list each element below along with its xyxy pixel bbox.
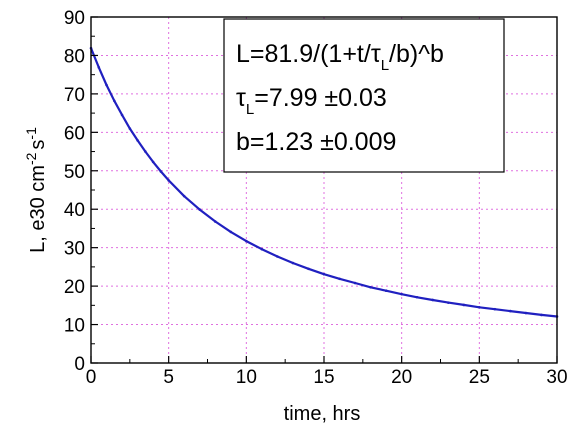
series-line-0	[89, 47, 558, 318]
series-0-point-16	[260, 247, 264, 251]
series-0-point-12	[198, 208, 202, 211]
series-0-point-7	[144, 150, 147, 153]
annotation-line-formula: L=81.9/(1+t/τL/b)^b	[236, 40, 444, 74]
series-0-point-20	[322, 272, 326, 276]
series-0-point-31	[493, 307, 497, 311]
series-0-point-32	[509, 309, 512, 313]
annotation-frame	[223, 18, 505, 173]
axes	[90, 16, 558, 364]
y-tick-label-9: 90	[64, 8, 85, 29]
series-0-point-26	[415, 295, 419, 299]
y-tick-label-8: 80	[64, 46, 85, 67]
y-tick-label-1: 10	[64, 316, 85, 337]
series-0-point-21	[338, 277, 341, 281]
series-0-point-30	[478, 305, 481, 309]
series-0-point-25	[400, 292, 403, 296]
series-0-point-29	[462, 303, 466, 307]
series-0-point-23	[369, 285, 372, 289]
y-axis-title: L, e30 cm-2 s-1	[23, 127, 49, 253]
series-0-point-8	[151, 160, 155, 164]
series-0-point-14	[229, 230, 233, 234]
x-axis-title: time, hrs	[284, 403, 361, 425]
x-tick-label-6: 30	[546, 367, 567, 388]
series-0-point-18	[291, 261, 295, 265]
series-0-point-2	[105, 83, 108, 87]
series-0-point-24	[384, 289, 388, 293]
annotation-box: L=81.9/(1+t/τL/b)^b τL=7.99 ±0.03 b=1.23…	[223, 18, 505, 173]
y-tick-label-3: 30	[64, 239, 85, 260]
series-0-point-11	[182, 194, 186, 198]
annotation-line-tau: τL=7.99 ±0.03	[236, 84, 387, 118]
y-axis-title-main: L, e30 cm	[27, 165, 49, 253]
series-0-point-5	[128, 127, 132, 130]
y-tick-label-2: 20	[64, 277, 85, 298]
y-tick-label-5: 50	[64, 162, 85, 183]
tick-labels: 0 5 10 15 20 25 30 0 10 20 30 40 50 60 70 80 90	[64, 8, 568, 388]
series-0-point-22	[353, 281, 357, 285]
x-tick-label-4: 20	[391, 367, 412, 388]
series-0-point-9	[159, 170, 163, 173]
series-0-point-6	[136, 139, 139, 142]
y-tick-label-6: 60	[64, 123, 85, 144]
series-0-point-19	[307, 267, 310, 271]
series-0-point-3	[113, 99, 116, 103]
series-0-point-33	[524, 311, 528, 315]
series-0-point-1	[97, 66, 101, 69]
x-tick-label-1: 5	[163, 367, 174, 388]
x-tick-label-5: 25	[469, 367, 490, 388]
x-tick-label-2: 10	[236, 367, 257, 388]
series-0-point-4	[120, 113, 124, 117]
series-0-point-28	[446, 301, 450, 304]
y-axis-title-sup1: -2	[23, 152, 39, 165]
annotation-line-b: b=1.23 ±0.009	[236, 128, 396, 156]
y-tick-label-4: 40	[64, 200, 85, 221]
y-tick-label-0: 0	[74, 354, 85, 375]
series-0-point-34	[540, 313, 543, 317]
series-0-point-27	[431, 298, 435, 302]
x-tick-label-0: 0	[86, 367, 97, 388]
y-axis-title-unit2: s	[27, 140, 49, 150]
x-tick-label-3: 15	[313, 367, 334, 388]
series-0-point-13	[213, 220, 217, 223]
series-0-point-15	[245, 239, 248, 243]
y-tick-label-7: 70	[64, 85, 85, 106]
y-axis-title-sup2: -1	[23, 127, 39, 140]
series-0-point-10	[167, 179, 170, 182]
series-0-point-17	[276, 255, 279, 258]
